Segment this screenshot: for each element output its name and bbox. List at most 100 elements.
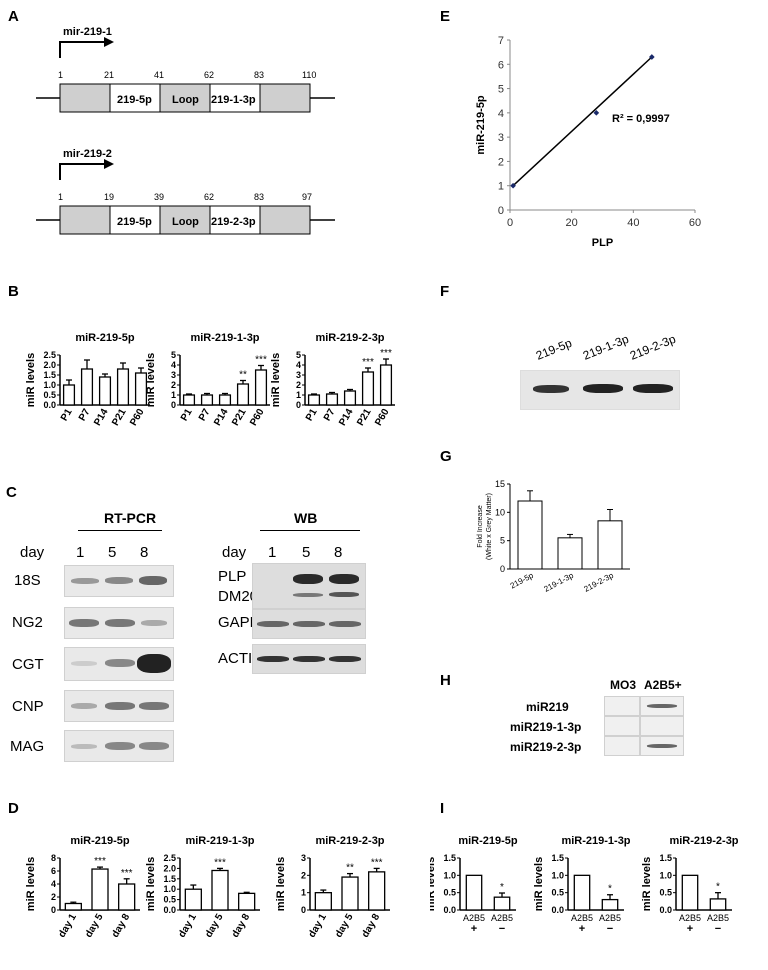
y-tick-label: 10 — [495, 507, 505, 517]
wb-title: WB — [294, 510, 318, 526]
y-axis-label: (White x Grey Matter) — [486, 493, 493, 560]
y-tick-label: 3 — [301, 853, 306, 863]
bar — [236, 383, 250, 406]
y-tick-label: 0.5 — [443, 888, 456, 898]
category-label: 219-2-3p — [582, 571, 615, 594]
blot-gapdh — [252, 609, 366, 639]
y-axis-label: miR levels — [430, 857, 437, 911]
position-label: 110 — [302, 70, 316, 80]
y-tick-label: 1.5 — [659, 853, 672, 863]
y-tick-label: 1 — [498, 181, 504, 193]
y-tick-label: 5 — [296, 350, 301, 360]
day-8: 8 — [334, 544, 343, 561]
y-tick-label: 0.0 — [443, 905, 456, 915]
panel-d-charts: miR-219-5p miR levels 0 2 4 6 8 day 1 *** day 5 **… — [25, 835, 390, 940]
category-label: A2B5 — [491, 913, 513, 923]
gene-label-ng2: NG2 — [12, 614, 43, 631]
segment-label: 219-5p — [117, 216, 152, 228]
gene-name: mir-219-2 — [63, 148, 112, 160]
y-axis-label: miR levels — [25, 353, 37, 407]
gel-cgt — [64, 647, 174, 681]
bar — [709, 898, 727, 911]
position-label: 83 — [254, 192, 264, 202]
bar — [314, 892, 332, 911]
panel-letter-b: B — [8, 283, 19, 300]
h-blot-cell — [640, 736, 684, 756]
bar — [211, 869, 229, 911]
category-label: − — [499, 923, 505, 935]
bar-chart: miR-219-2-3p miR levels 0 1 2 3 day 1 ** day 5 **… — [275, 835, 390, 940]
bar — [80, 368, 94, 406]
h-blot-cell — [604, 696, 640, 716]
gene-name: mir-219-1 — [63, 26, 112, 38]
gel-cnp — [64, 690, 174, 722]
category-label: day 5 — [333, 912, 356, 940]
panel-f-blot — [520, 370, 680, 410]
y-tick-label: 1.0 — [43, 380, 56, 390]
y-tick-label: 8 — [51, 853, 56, 863]
category-label: day 8 — [230, 912, 253, 940]
y-tick-label: 1.5 — [551, 853, 564, 863]
panel-a-diagram: mir-219-1 219-5p Loop 219-1-3p 1 21 41 6… — [36, 26, 335, 235]
bar — [325, 393, 339, 406]
panel-g-chart: 0 5 10 15 Fold Increase (White x Grey Matter)… — [477, 479, 630, 594]
segment-label: 219-1-3p — [211, 94, 256, 106]
bar — [218, 394, 232, 406]
category-label: A2B5 — [707, 913, 729, 923]
y-tick-label: 1.5 — [43, 370, 56, 380]
category-label: day 1 — [307, 912, 330, 940]
position-label: 83 — [254, 70, 264, 80]
significance-label: *** — [214, 857, 226, 868]
r-squared-annotation: R² = 0,9997 — [612, 113, 670, 125]
category-label: A2B5 — [599, 913, 621, 923]
bar — [597, 520, 623, 570]
panel-letter-d: D — [8, 800, 19, 817]
y-tick-label: 1.0 — [659, 870, 672, 880]
panel-f-labels: 219-5p 219-1-3p 219-2-3p — [534, 332, 678, 363]
h-col-a2b5: A2B5+ — [644, 678, 682, 692]
bar — [361, 371, 375, 406]
y-tick-label: 0.5 — [163, 895, 176, 905]
x-tick-label: 0 — [507, 217, 513, 229]
chart-title: miR-219-5p — [75, 332, 135, 344]
bar — [341, 876, 359, 911]
arrow-icon — [104, 37, 114, 47]
bar — [681, 874, 699, 911]
y-tick-label: 2 — [171, 380, 176, 390]
h-row-label: miR219-1-3p — [510, 720, 582, 734]
y-tick-label: 0 — [301, 905, 306, 915]
blot-label: 219-2-3p — [628, 332, 678, 363]
category-label: day 8 — [360, 912, 383, 940]
y-tick-label: 4 — [51, 879, 56, 889]
category-label: P7 — [197, 407, 213, 423]
category-label: 219-5p — [509, 571, 536, 591]
blot-actin — [252, 644, 366, 674]
day-8: 8 — [140, 544, 149, 561]
bar — [368, 871, 386, 911]
y-tick-label: 1.0 — [551, 870, 564, 880]
chart-title: miR-219-1-3p — [561, 835, 630, 847]
y-tick-label: 0.0 — [551, 905, 564, 915]
protein-label-dm20: DM20 — [218, 588, 259, 605]
significance-label: *** — [380, 348, 392, 359]
bar — [91, 868, 109, 911]
bar — [254, 369, 268, 406]
position-label: 39 — [154, 192, 164, 202]
position-label: 21 — [104, 70, 114, 80]
significance-label: * — [608, 884, 612, 895]
significance-label: *** — [94, 856, 106, 867]
category-label: A2B5 — [463, 913, 485, 923]
position-label: 62 — [204, 70, 214, 80]
y-tick-label: 4 — [171, 360, 176, 370]
y-tick-label: 0 — [51, 905, 56, 915]
gel-18s — [64, 565, 174, 597]
day-1: 1 — [76, 544, 85, 561]
gene-label-mag: MAG — [10, 738, 45, 755]
x-axis-label: PLP — [592, 237, 613, 249]
bar — [379, 364, 393, 406]
bar-chart: miR-219-1-3p miR levels 0.00.51.01.52.02.5… — [145, 835, 260, 940]
y-tick-label: 2.5 — [43, 350, 56, 360]
h-row-label: miR219 — [526, 700, 569, 714]
y-axis-label: miR levels — [275, 857, 287, 911]
significance-label: ** — [346, 863, 354, 874]
